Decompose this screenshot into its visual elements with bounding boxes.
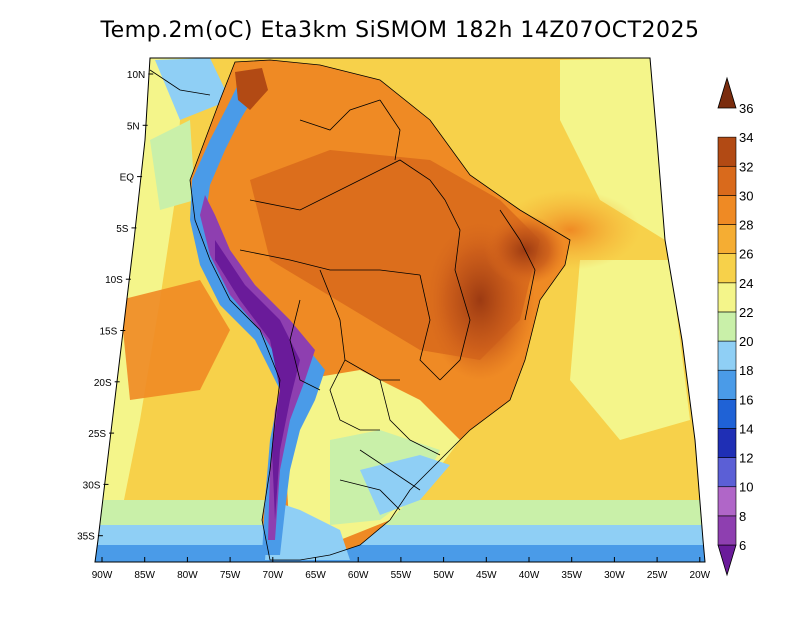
colorbar-segment: [717, 253, 737, 284]
lat-label: 30S: [83, 480, 101, 491]
longitude-ticks: 90W 85W 80W 75W 70W 65W 60W 55W 50W 45W 40W 35W 30W 2…: [92, 557, 711, 581]
colorbar-segment: [717, 457, 737, 488]
lat-label: 5N: [127, 121, 140, 132]
lon-label: 80W: [177, 570, 198, 581]
lat-label: 10N: [127, 70, 145, 81]
colorbar-segment: [717, 282, 737, 313]
colorbar-segment: [717, 195, 737, 225]
lon-label: 30W: [604, 570, 625, 581]
colorbar-segment: [717, 340, 737, 371]
colorbar-label: 32: [739, 159, 753, 174]
colorbar-label: 16: [739, 392, 753, 407]
colorbar-legend: 6 8 10 12 14 16 18 20 22 24 26 28 30 32 34 36: [717, 76, 753, 577]
colorbar-segment: [717, 399, 737, 429]
colorbar-label: 20: [739, 334, 753, 349]
lat-label: EQ: [120, 173, 135, 184]
colorbar-min-arrow: [717, 544, 737, 577]
colorbar-segment: [717, 515, 737, 546]
map-field: [95, 58, 705, 562]
lon-label: 40W: [519, 570, 540, 581]
colorbar-label: 10: [739, 480, 753, 495]
colorbar-segment: [717, 224, 737, 254]
colorbar-segment: [717, 165, 737, 196]
lon-label: 20W: [690, 570, 711, 581]
colorbar-label: 26: [739, 247, 753, 262]
colorbar-label: 8: [739, 509, 746, 524]
lon-label: 35W: [561, 570, 582, 581]
colorbar-segment: [717, 428, 737, 458]
colorbar-segment: [717, 369, 737, 400]
lon-label: 60W: [348, 570, 369, 581]
colorbar-label: 36: [739, 101, 753, 116]
colorbar-label: 18: [739, 363, 753, 378]
map-frame: [94, 57, 706, 563]
map-title: Temp.2m(oC) Eta3km SiSMOM 182h 14Z07OCT2…: [100, 18, 700, 43]
lon-label: 65W: [305, 570, 326, 581]
lat-label: 35S: [77, 532, 95, 543]
colorbar-label: 34: [739, 130, 753, 145]
lat-label: 15S: [99, 327, 117, 338]
lon-label: 85W: [134, 570, 155, 581]
colorbar-label: 28: [739, 218, 753, 233]
colorbar-segment: [717, 136, 737, 167]
lon-label: 70W: [263, 570, 284, 581]
colorbar-label: 6: [739, 538, 746, 553]
lon-label: 25W: [647, 570, 668, 581]
border-lines: [149, 59, 571, 561]
colorbar-label: 24: [739, 276, 753, 291]
lat-label: 20S: [94, 378, 112, 389]
lat-label: 10S: [105, 275, 123, 286]
lon-label: 45W: [476, 570, 497, 581]
lat-label: 5S: [116, 224, 129, 235]
lon-label: 75W: [220, 570, 241, 581]
lat-label: 25S: [88, 429, 106, 440]
colorbar-max-arrow: [717, 76, 737, 109]
colorbar-label: 12: [739, 451, 753, 466]
lon-label: 90W: [92, 570, 113, 581]
colorbar-segment: [717, 311, 737, 342]
colorbar-label: 14: [739, 421, 753, 436]
lon-label: 55W: [391, 570, 412, 581]
colorbar-label: 30: [739, 188, 753, 203]
lon-label: 50W: [433, 570, 454, 581]
latitude-ticks: 10N 5N EQ 5S 10S 15S 20S 25S 30S 35S: [77, 70, 154, 543]
colorbar-segment: [717, 486, 737, 517]
colorbar-label: 22: [739, 305, 753, 320]
